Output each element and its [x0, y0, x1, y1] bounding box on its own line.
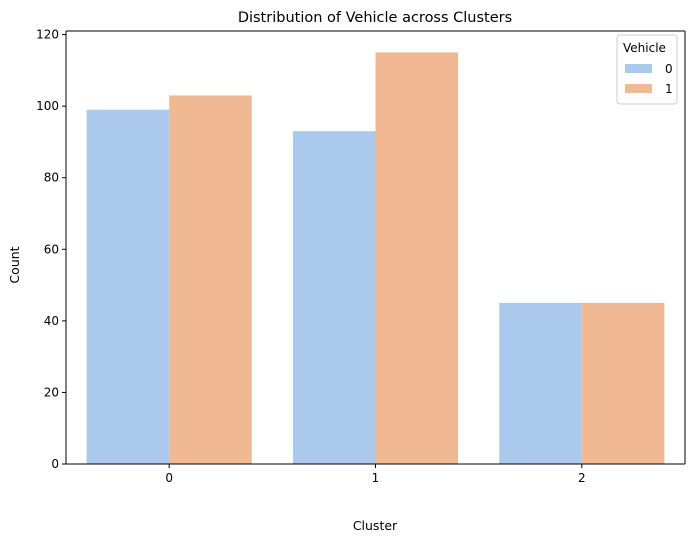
bar-series-1-cluster-0 — [169, 95, 252, 465]
bar-series-0-cluster-0 — [86, 109, 170, 465]
y-tick-label-0: 0 — [51, 457, 59, 471]
bar-series-1-cluster-1 — [375, 52, 459, 465]
bar-series-1-cluster-2 — [581, 302, 665, 464]
legend-title: Vehicle — [623, 41, 666, 55]
x-tick-label-0: 0 — [165, 471, 173, 485]
y-tick-label-80: 80 — [44, 171, 59, 185]
legend-swatch-0 — [625, 64, 652, 73]
y-tick-label-100: 100 — [36, 99, 59, 113]
legend-label-1: 1 — [665, 82, 673, 96]
x-tick-label-1: 1 — [372, 471, 380, 485]
x-axis-label: Cluster — [353, 518, 398, 533]
legend: Vehicle 0 1 — [616, 34, 678, 105]
y-tick-label-60: 60 — [44, 242, 59, 256]
legend-swatch-1 — [625, 84, 652, 93]
y-tick-label-40: 40 — [44, 314, 59, 328]
bar-series-0-cluster-2 — [499, 302, 582, 464]
chart-title: Distribution of Vehicle across Clusters — [238, 10, 512, 26]
plot-area: 0 20 40 60 80 100 120 0 1 2 — [36, 28, 686, 485]
y-axis-label: Count — [7, 246, 22, 283]
y-tick-label-20: 20 — [44, 385, 59, 399]
bar-series-0-cluster-1 — [292, 131, 376, 464]
legend-label-0: 0 — [665, 62, 673, 76]
y-tick-label-120: 120 — [36, 28, 59, 42]
x-tick-label-2: 2 — [578, 471, 586, 485]
